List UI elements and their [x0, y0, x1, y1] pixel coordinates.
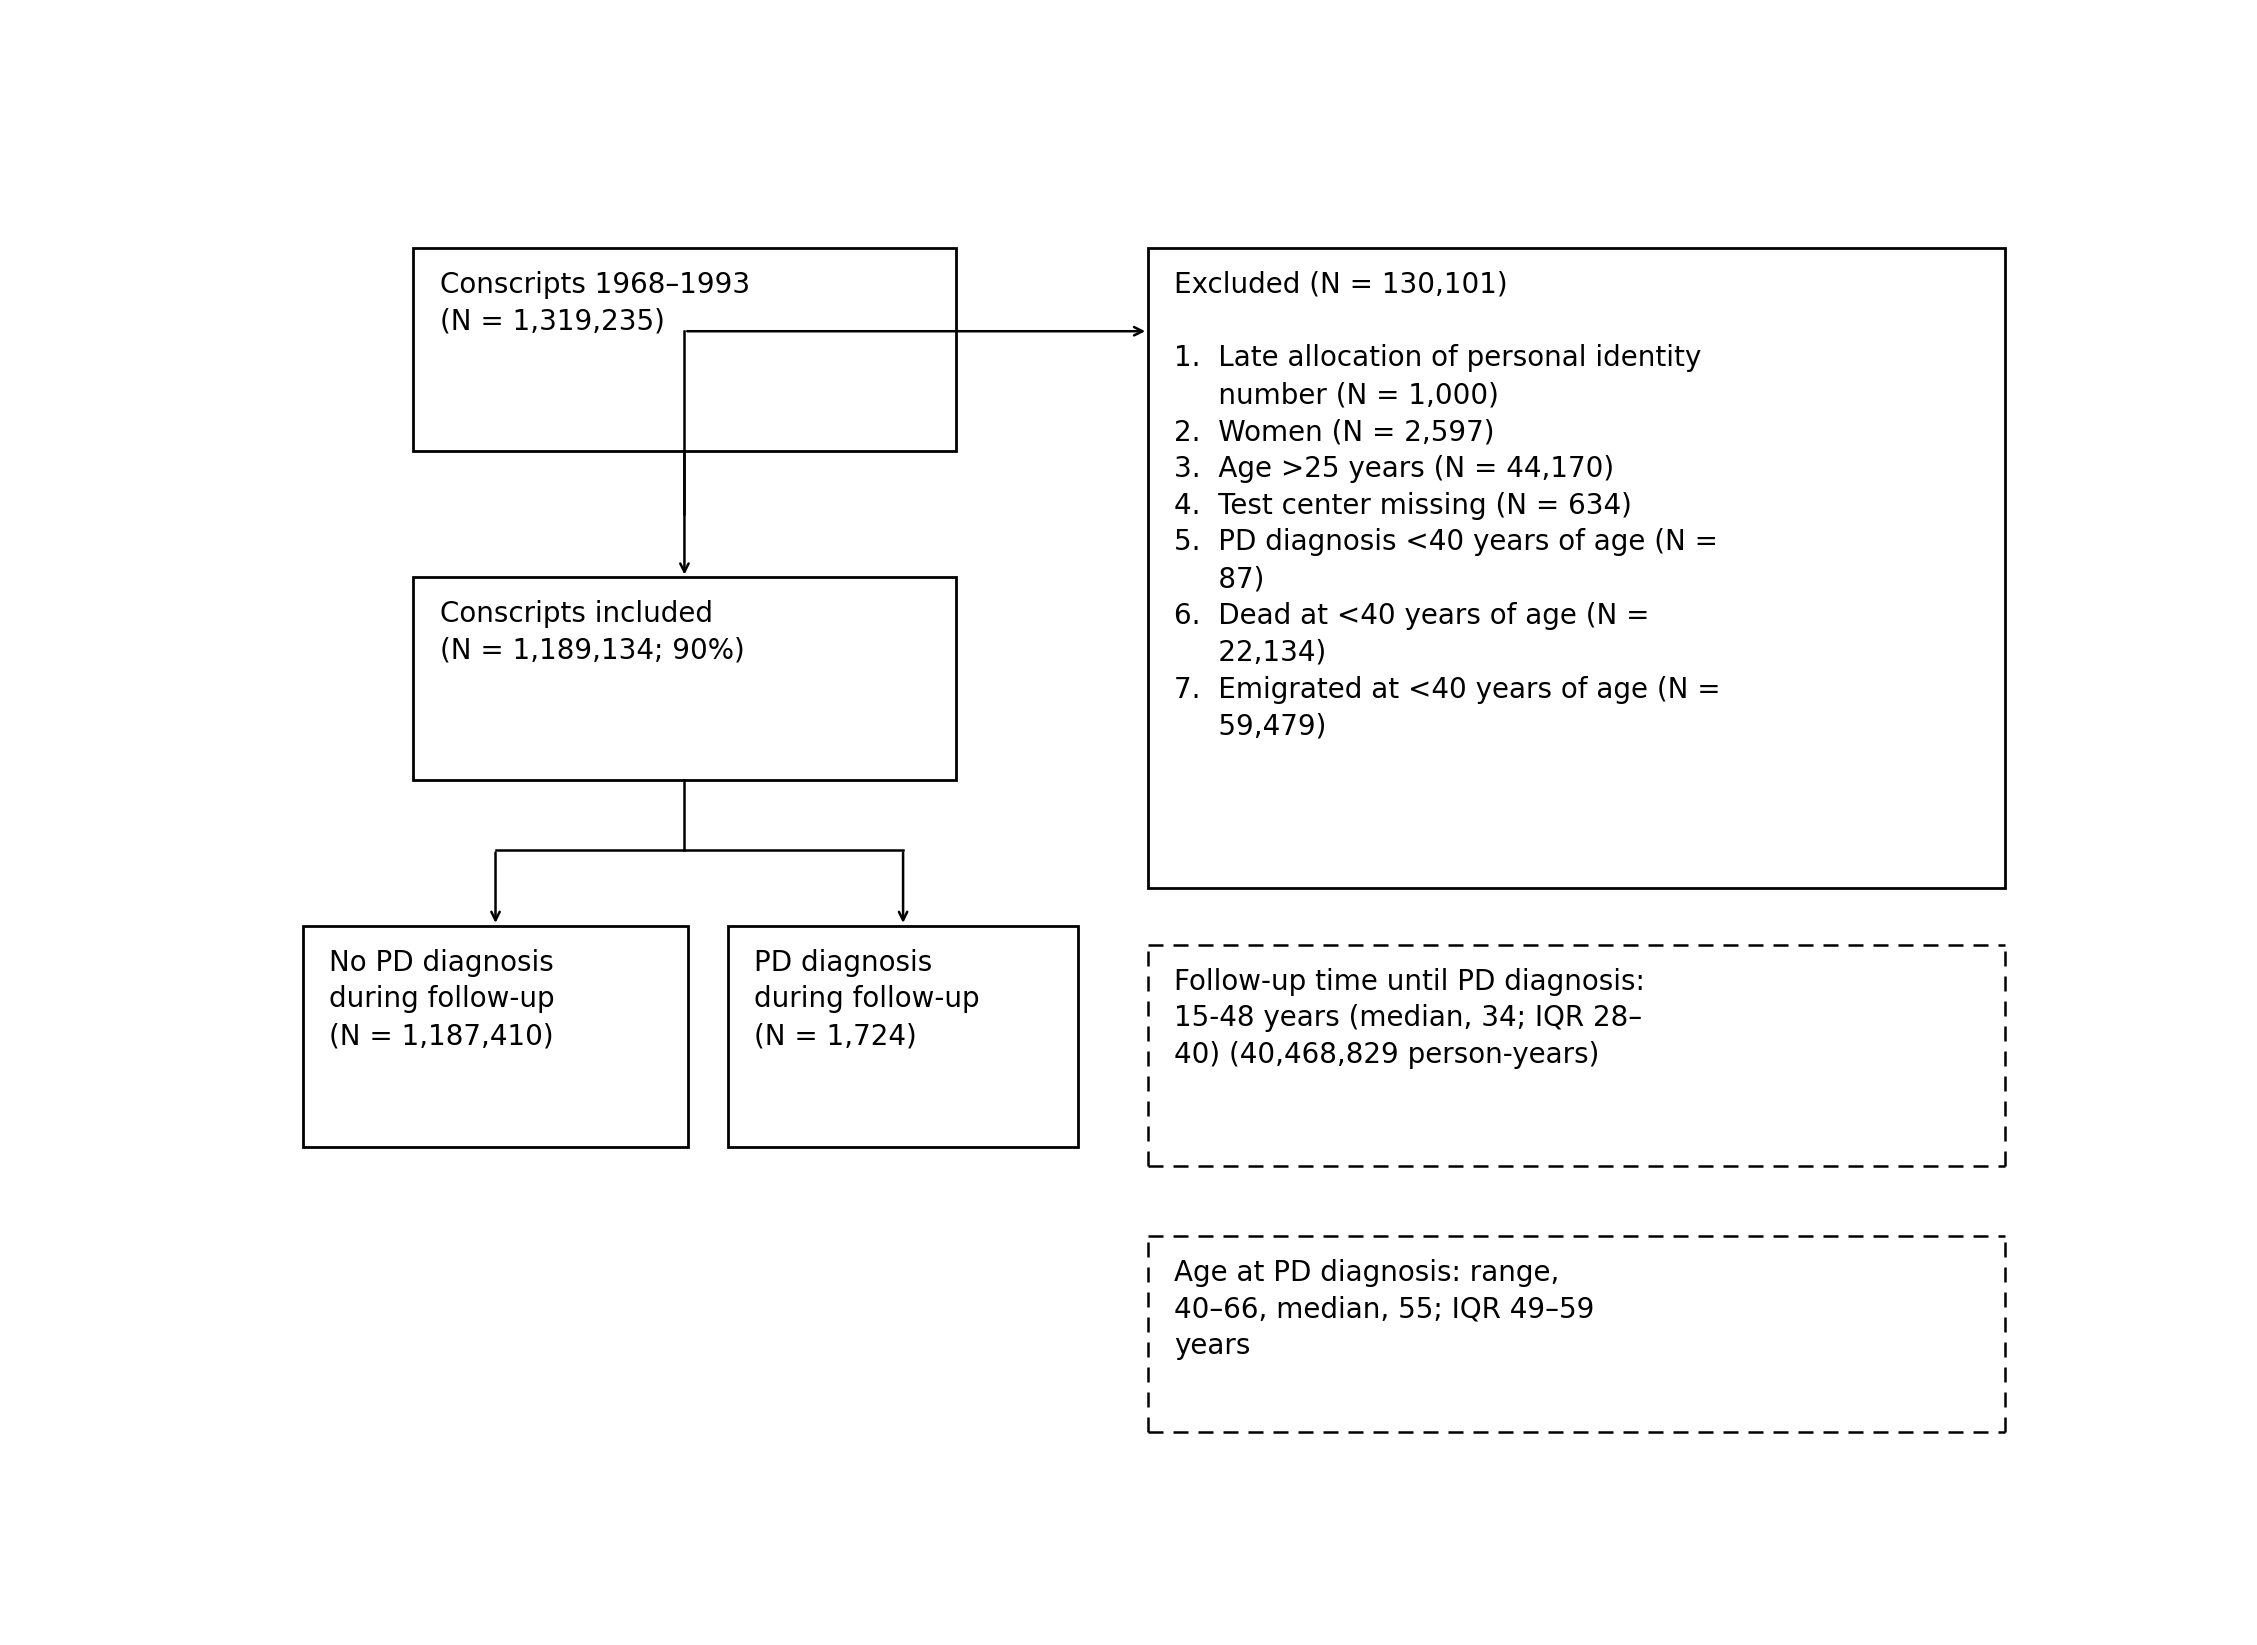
Bar: [1149, 248, 2004, 888]
Bar: [413, 577, 955, 780]
Text: Follow-up time until PD diagnosis:
15-48 years (median, 34; IQR 28–
40) (40,468,: Follow-up time until PD diagnosis: 15-48…: [1174, 967, 1645, 1069]
Text: PD diagnosis
during follow-up
(N = 1,724): PD diagnosis during follow-up (N = 1,724…: [754, 949, 980, 1050]
Text: No PD diagnosis
during follow-up
(N = 1,187,410): No PD diagnosis during follow-up (N = 1,…: [330, 949, 555, 1050]
Text: Conscripts 1968–1993
(N = 1,319,235): Conscripts 1968–1993 (N = 1,319,235): [440, 271, 749, 336]
Bar: [302, 926, 688, 1148]
Text: Conscripts included
(N = 1,189,134; 90%): Conscripts included (N = 1,189,134; 90%): [440, 600, 745, 665]
Bar: [729, 926, 1079, 1148]
Text: Excluded (N = 130,101)

1.  Late allocation of personal identity
     number (N : Excluded (N = 130,101) 1. Late allocatio…: [1174, 271, 1720, 740]
Text: Age at PD diagnosis: range,
40–66, median, 55; IQR 49–59
years: Age at PD diagnosis: range, 40–66, media…: [1174, 1258, 1596, 1360]
Bar: [413, 248, 955, 451]
